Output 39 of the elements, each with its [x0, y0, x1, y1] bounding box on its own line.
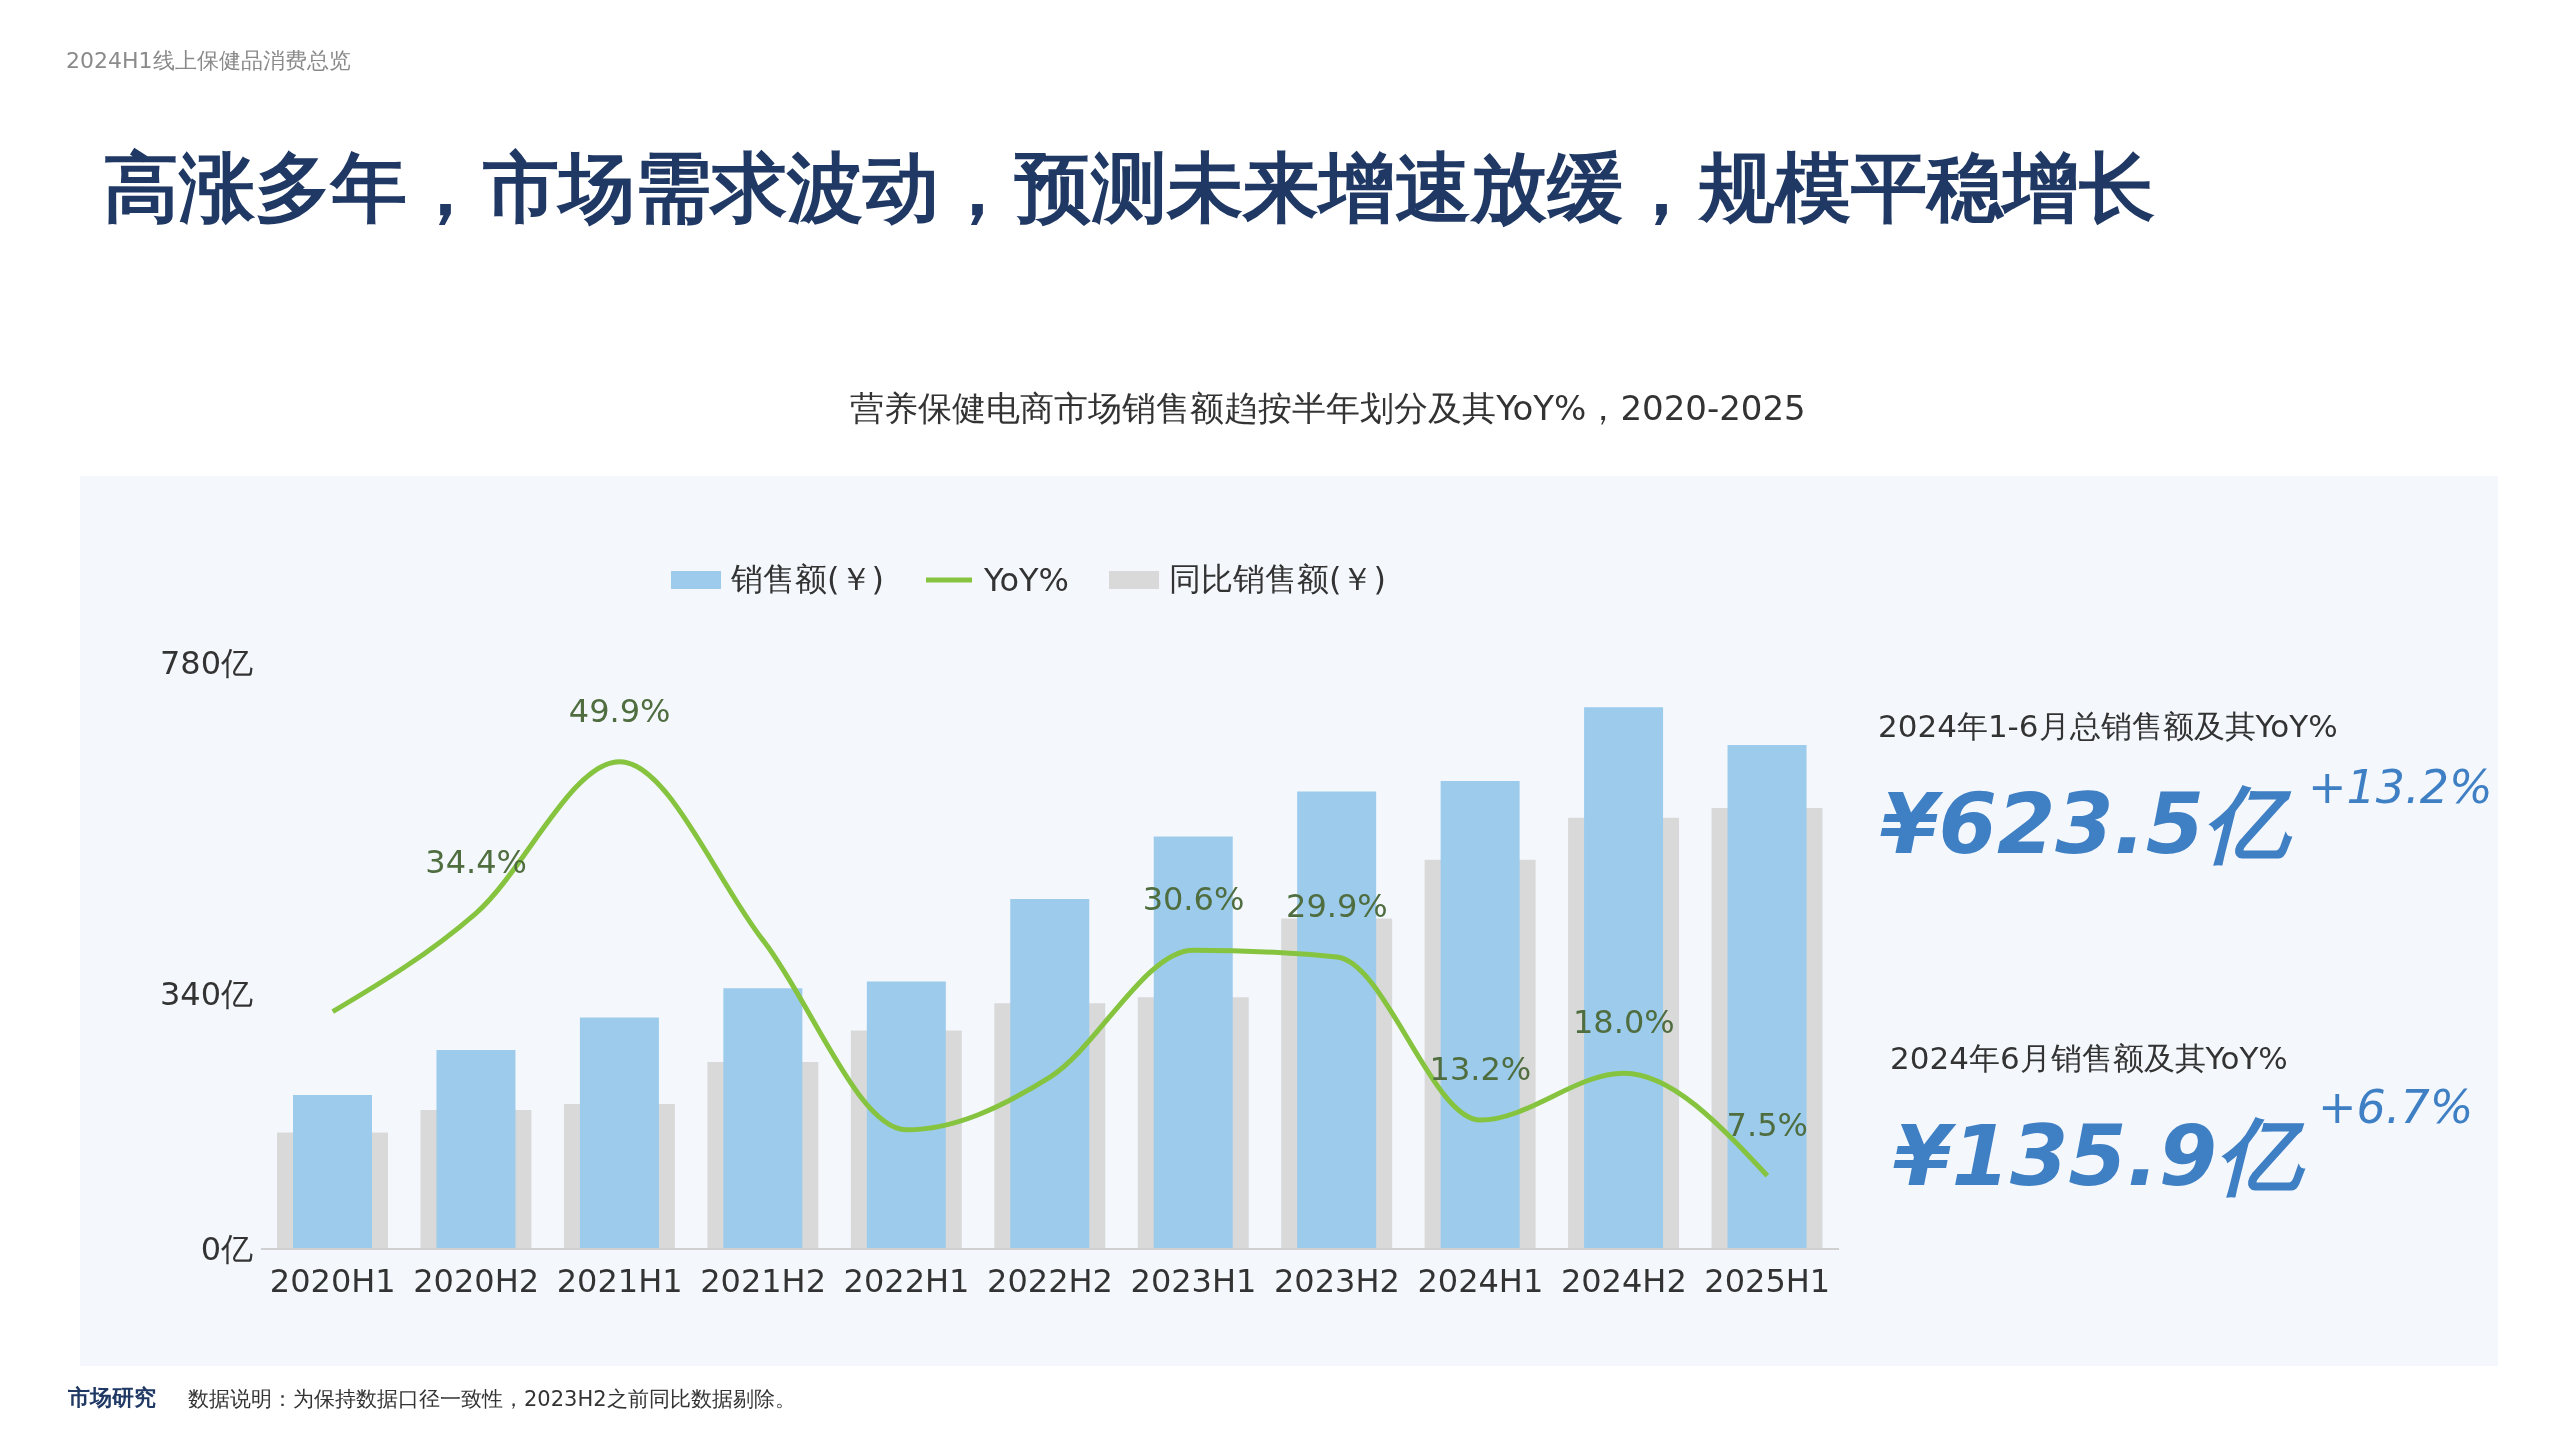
- text: 2024年6月销售额及其YoY%: [1890, 1039, 2288, 1078]
- text: 2024H1线上保健品消费总览: [66, 47, 351, 75]
- text: 数据说明：为保持数据口径一致性，2023H2之前同比数据剔除。: [188, 1386, 796, 1413]
- x-tick-label: 2020H2: [413, 1261, 540, 1300]
- x-tick-label: 2020H1: [269, 1261, 396, 1300]
- x-tick-label: 2025H1: [1704, 1261, 1831, 1300]
- bar: [436, 1049, 516, 1249]
- data-label: 18.0%: [1572, 1003, 1675, 1042]
- y-tick-label: 780亿: [159, 644, 253, 683]
- x-tick-label: 2023H2: [1273, 1261, 1400, 1300]
- data-label: 49.9%: [568, 691, 671, 730]
- chart-subtitle: 营养保健电商市场销售额趋按半年划分及其YoY%，2020-2025: [849, 387, 1807, 430]
- legend-label: YoY%: [984, 561, 1069, 599]
- text: 2024年1-6月总销售额及其YoY%: [1878, 707, 2338, 746]
- data-label: 13.2%: [1429, 1050, 1532, 1089]
- x-tick-label: 2024H1: [1417, 1261, 1544, 1300]
- x-tick-label: 2021H2: [700, 1261, 827, 1300]
- bar: [1727, 744, 1807, 1249]
- data-label: 7.5%: [1726, 1105, 1808, 1144]
- bar: [723, 988, 803, 1249]
- x-tick-label: 2021H1: [556, 1261, 683, 1300]
- y-tick-label: 340亿: [159, 974, 253, 1013]
- chart-title: 高涨多年，市场需求波动，预测未来增速放缓，规模平稳增长: [103, 142, 2155, 234]
- x-tick-label: 2022H2: [987, 1261, 1113, 1300]
- y-tick-label: 0亿: [200, 1230, 253, 1269]
- legend-label: 销售额(￥): [731, 559, 885, 600]
- bar: [866, 981, 946, 1249]
- bar: [293, 1094, 372, 1249]
- text: 市场研究: [68, 1384, 156, 1412]
- bar: [579, 1017, 659, 1249]
- text: +6.7%: [2318, 1080, 2474, 1134]
- data-label: 30.6%: [1142, 880, 1245, 919]
- legend-label: 同比销售额(￥): [1168, 559, 1386, 600]
- x-tick-label: 2023H1: [1130, 1261, 1257, 1300]
- data-label: 29.9%: [1286, 886, 1388, 925]
- bar: [1010, 898, 1090, 1249]
- text: +13.2%: [2308, 760, 2493, 814]
- x-tick-label: 2024H2: [1560, 1261, 1687, 1300]
- x-tick-label: 2022H1: [843, 1261, 970, 1300]
